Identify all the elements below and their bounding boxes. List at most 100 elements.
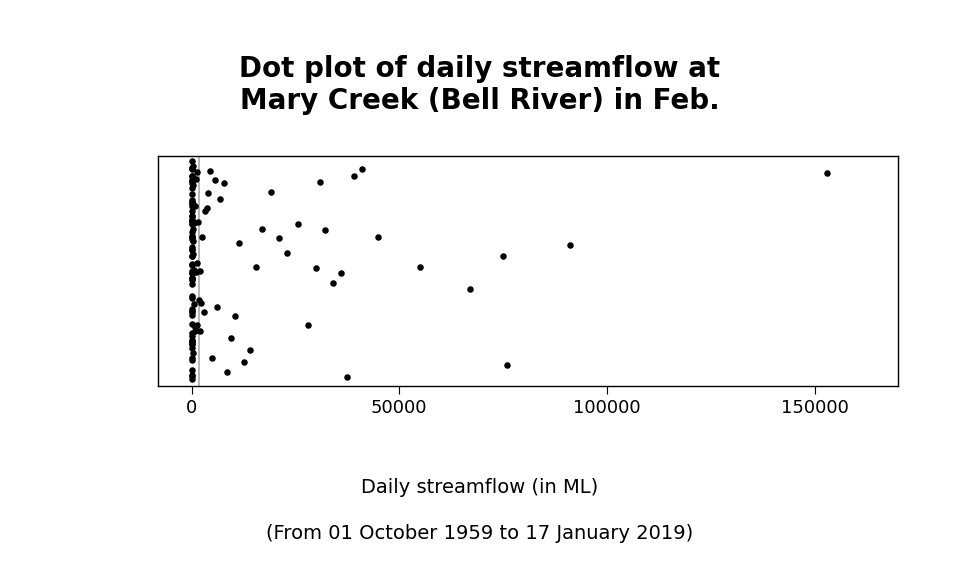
Point [184, 196, 200, 205]
Point [184, 172, 200, 181]
Point [190, 321, 205, 330]
Point [325, 279, 341, 288]
Point [184, 251, 200, 260]
Point [188, 202, 204, 211]
Point [184, 375, 200, 384]
Point [184, 211, 200, 221]
Point [184, 157, 200, 166]
Point [184, 175, 200, 184]
Point [254, 224, 270, 233]
Point [308, 263, 324, 272]
Point [184, 328, 200, 338]
Point [184, 279, 200, 289]
Point [228, 312, 243, 321]
Point [184, 245, 200, 254]
Point [237, 358, 252, 367]
Point [186, 267, 202, 276]
Point [184, 260, 200, 270]
Point [184, 335, 200, 344]
Point [195, 233, 210, 242]
Point [184, 211, 200, 220]
Point [185, 225, 201, 234]
Point [184, 217, 200, 226]
Point [184, 292, 200, 301]
Point [204, 353, 220, 362]
Point [184, 371, 200, 380]
Point [184, 171, 200, 180]
Point [184, 232, 200, 241]
Point [216, 178, 231, 187]
Point [317, 226, 332, 235]
Point [191, 295, 206, 305]
Point [184, 220, 200, 229]
Point [462, 285, 477, 294]
Point [188, 267, 204, 276]
Point [184, 259, 200, 268]
Point [185, 349, 201, 358]
Point [184, 340, 200, 349]
Point [184, 234, 200, 244]
Point [184, 227, 200, 236]
Point [263, 187, 278, 196]
Point [184, 307, 200, 316]
Point [184, 343, 200, 353]
Point [193, 327, 208, 336]
Point [184, 266, 200, 275]
Point [184, 355, 200, 365]
Point [184, 251, 200, 260]
Point [185, 200, 201, 209]
Point [242, 345, 257, 354]
Point [219, 367, 234, 377]
Point [184, 273, 200, 282]
Point [290, 219, 305, 229]
Point [184, 372, 200, 381]
Text: Dot plot of daily streamflow at
Mary Creek (Bell River) in Feb.: Dot plot of daily streamflow at Mary Cre… [239, 55, 721, 115]
Point [196, 308, 211, 317]
Point [223, 334, 238, 343]
Point [184, 338, 200, 347]
Point [186, 219, 202, 228]
Point [203, 166, 218, 176]
Point [184, 232, 200, 241]
Point [354, 164, 370, 173]
Point [184, 242, 200, 251]
Point [184, 164, 200, 173]
Text: (From 01 October 1959 to 17 January 2019): (From 01 October 1959 to 17 January 2019… [266, 524, 694, 543]
Point [184, 268, 200, 277]
Point [184, 293, 200, 302]
Point [184, 365, 200, 374]
Point [184, 305, 200, 314]
Point [413, 263, 428, 272]
Point [499, 361, 515, 370]
Point [184, 164, 200, 173]
Point [201, 188, 216, 198]
Point [184, 273, 200, 282]
Point [184, 198, 200, 207]
Point [271, 233, 286, 242]
Point [184, 232, 200, 241]
Point [184, 353, 200, 362]
Point [184, 215, 200, 225]
Point [190, 217, 205, 226]
Point [184, 245, 200, 254]
Point [562, 241, 577, 250]
Point [185, 161, 201, 170]
Point [184, 275, 200, 285]
Point [333, 268, 348, 278]
Point [189, 168, 204, 177]
Point [194, 298, 209, 308]
Point [192, 267, 207, 276]
Point [199, 204, 214, 213]
Point [184, 202, 200, 211]
Point [184, 198, 200, 207]
Point [819, 168, 834, 177]
Point [184, 331, 200, 340]
Point [184, 268, 200, 278]
Point [184, 200, 200, 209]
Point [185, 250, 201, 259]
Point [185, 237, 201, 246]
Point [300, 321, 316, 330]
Point [184, 336, 200, 345]
Point [188, 175, 204, 184]
Point [187, 327, 203, 336]
